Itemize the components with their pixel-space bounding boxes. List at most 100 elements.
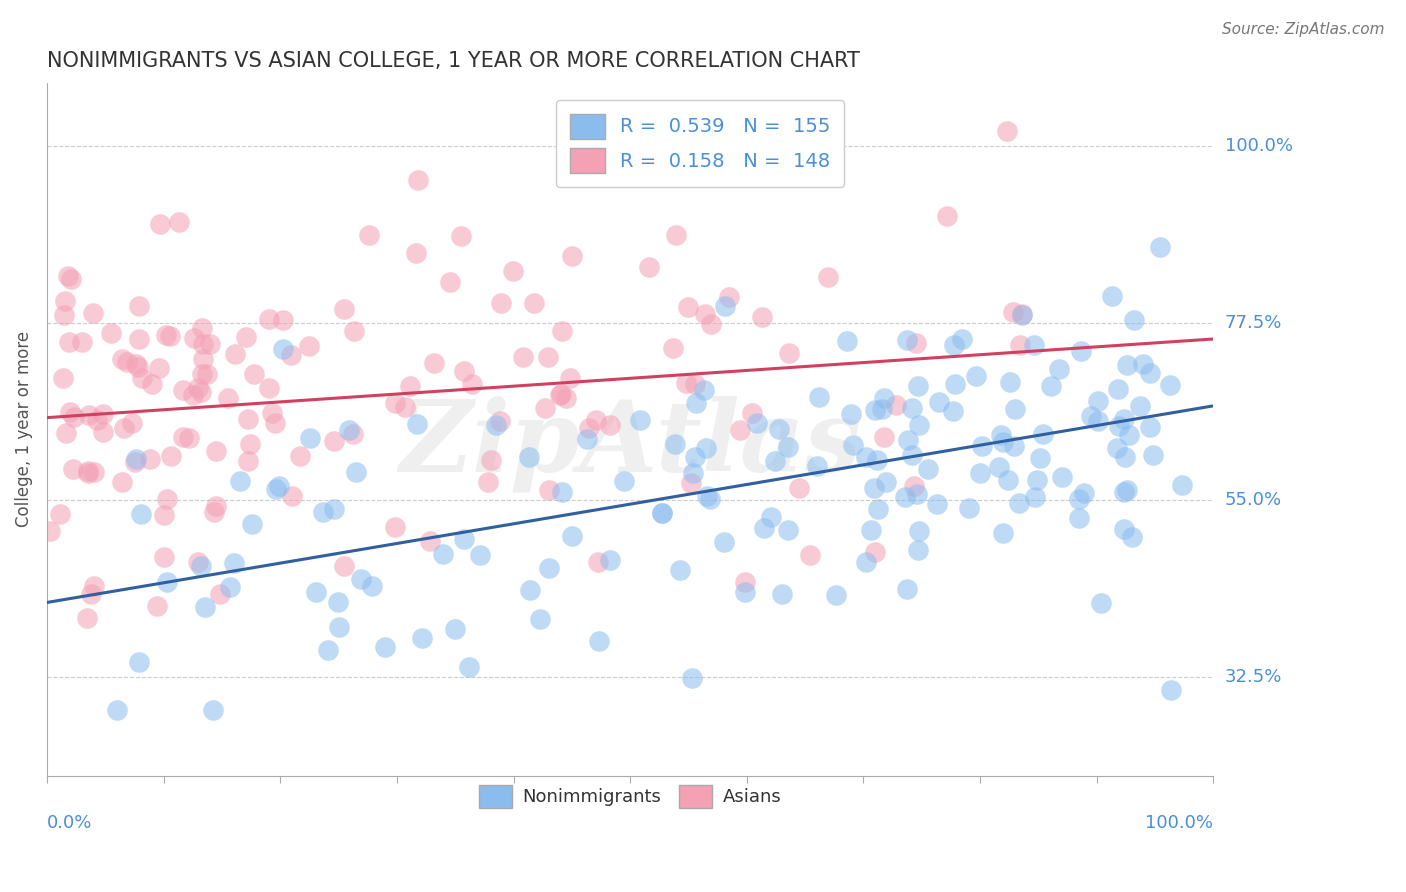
Point (586, 555, 609, 569)
Point (768, 422, 790, 436)
Point (669, 563, 692, 577)
Point (751, 310, 773, 324)
Text: 100.0%: 100.0% (1225, 137, 1292, 155)
Point (1171, 478, 1194, 492)
Point (322, 434, 344, 448)
Point (763, 454, 786, 468)
Point (190, 559, 212, 574)
Point (333, 301, 356, 316)
Point (537, 560, 560, 574)
Point (201, 703, 224, 717)
Point (346, 465, 368, 479)
Point (993, 435, 1015, 450)
Point (907, 417, 929, 432)
Point (551, 324, 574, 338)
Text: 77.5%: 77.5% (1225, 314, 1282, 332)
Point (1070, 344, 1092, 359)
Point (156, 574, 179, 589)
Point (1050, 470, 1073, 484)
Point (1101, 289, 1123, 303)
Point (1067, 511, 1090, 525)
Point (778, 441, 800, 455)
Point (190, 321, 212, 335)
Point (105, 702, 128, 716)
Point (450, 228, 472, 243)
Point (550, 387, 572, 401)
Point (886, 398, 908, 412)
Point (56, 268, 79, 283)
Point (77, 464, 100, 478)
Point (696, 489, 718, 503)
Point (191, 352, 214, 367)
Point (332, 559, 354, 574)
Point (458, 660, 481, 674)
Point (1139, 420, 1161, 434)
Point (651, 506, 673, 520)
Point (259, 312, 281, 326)
Point (172, 430, 194, 444)
Point (49, 507, 72, 521)
Text: 100.0%: 100.0% (1146, 814, 1213, 832)
Point (808, 391, 831, 405)
Point (825, 588, 848, 602)
Point (1004, 401, 1026, 416)
Point (907, 379, 929, 393)
Point (713, 299, 735, 313)
Point (896, 582, 918, 597)
Point (683, 450, 706, 464)
Point (1121, 530, 1143, 544)
Point (63, 409, 86, 424)
Point (734, 584, 756, 599)
Point (80, 586, 103, 600)
Point (599, 418, 621, 433)
Point (194, 600, 217, 615)
Point (470, 548, 492, 562)
Point (93, 425, 115, 439)
Point (187, 555, 209, 569)
Point (533, 401, 555, 416)
Point (776, 523, 799, 537)
Point (153, 508, 176, 522)
Point (897, 433, 920, 447)
Point (53, 308, 76, 322)
Point (1090, 596, 1112, 610)
Point (1160, 683, 1182, 698)
Text: 0.0%: 0.0% (46, 814, 93, 832)
Text: 32.5%: 32.5% (1225, 668, 1282, 686)
Point (1026, 473, 1049, 487)
Point (191, 337, 214, 351)
Point (665, 228, 688, 243)
Point (384, 396, 406, 410)
Point (1116, 358, 1139, 372)
Point (554, 392, 576, 406)
Point (155, 328, 177, 343)
Point (190, 385, 212, 400)
Point (131, 371, 153, 385)
Point (159, 329, 181, 343)
Point (408, 173, 430, 187)
Point (110, 351, 132, 366)
Point (860, 523, 883, 537)
Point (787, 481, 810, 495)
Point (128, 656, 150, 670)
Point (405, 246, 427, 260)
Point (950, 332, 973, 346)
Point (439, 275, 461, 289)
Point (1129, 399, 1152, 413)
Point (298, 338, 321, 352)
Point (538, 483, 561, 498)
Point (863, 403, 886, 417)
Point (1024, 338, 1046, 352)
Point (339, 423, 361, 437)
Point (125, 357, 148, 371)
Point (489, 295, 512, 310)
Point (842, 438, 865, 452)
Point (901, 401, 924, 416)
Point (1087, 414, 1109, 428)
Text: 55.0%: 55.0% (1225, 491, 1282, 509)
Point (1002, 439, 1025, 453)
Point (191, 367, 214, 381)
Point (699, 491, 721, 506)
Point (695, 441, 717, 455)
Point (548, 388, 571, 402)
